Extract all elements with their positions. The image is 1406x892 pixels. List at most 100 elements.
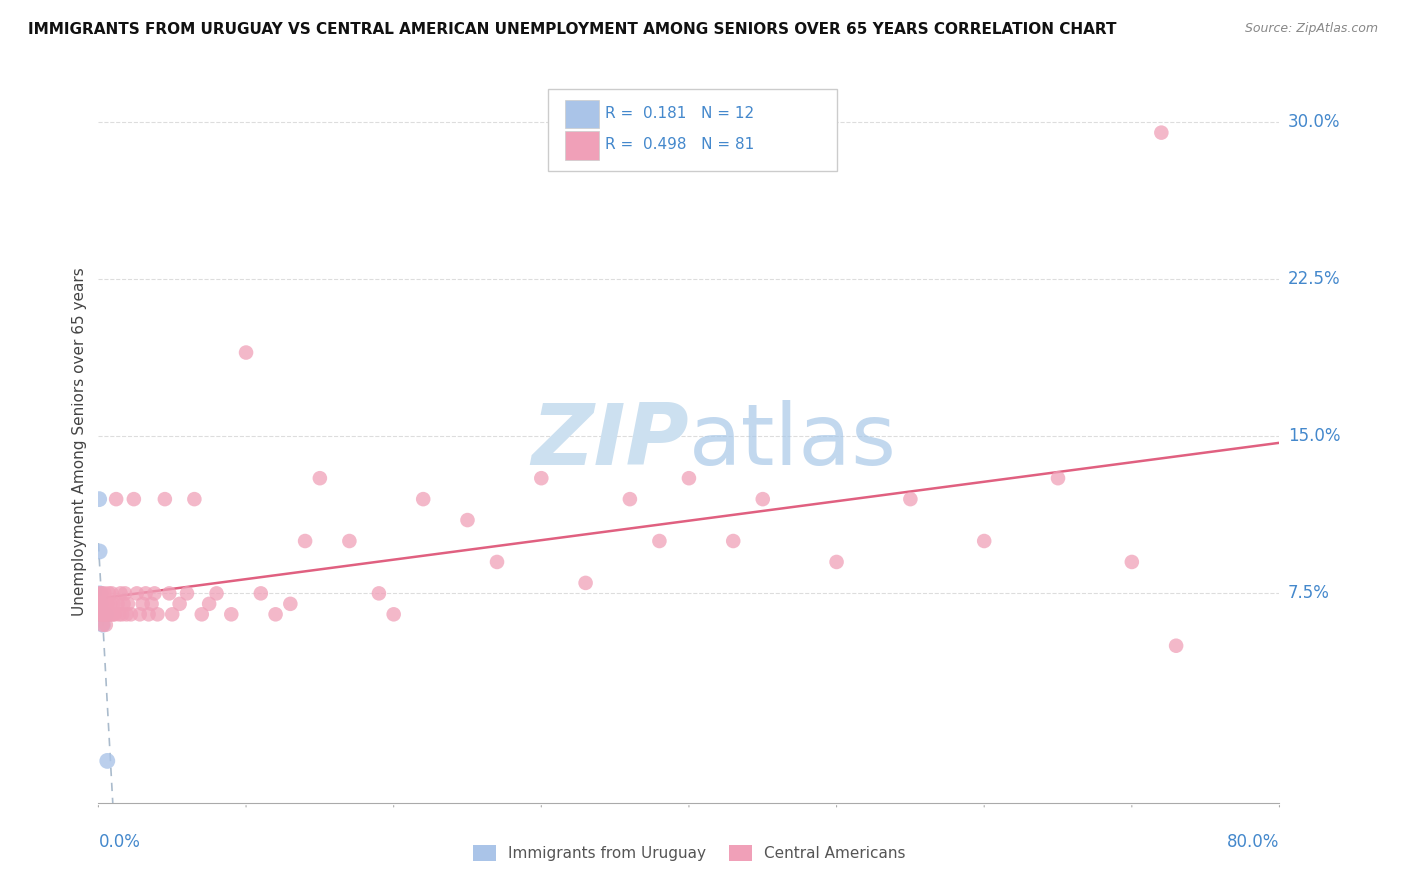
Point [191, 607, 214, 622]
Point [125, 586, 148, 600]
Point [382, 607, 405, 622]
Text: atlas: atlas [689, 400, 897, 483]
Point [117, 597, 139, 611]
Point [973, 534, 995, 549]
Point [648, 534, 671, 549]
Point [294, 534, 316, 549]
Text: 15.0%: 15.0% [1288, 427, 1340, 445]
Point [205, 586, 228, 600]
Text: R =  0.181   N = 12: R = 0.181 N = 12 [605, 106, 754, 120]
Point [108, 607, 131, 622]
Point [90, 597, 112, 611]
Point [900, 492, 922, 507]
Point [143, 586, 166, 600]
Point [91, 597, 114, 611]
Point [112, 597, 135, 611]
Point [250, 586, 273, 600]
Legend: Immigrants from Uruguay, Central Americans: Immigrants from Uruguay, Central America… [467, 839, 911, 867]
Point [153, 492, 176, 507]
Point [94, 607, 117, 622]
Point [114, 586, 136, 600]
Point [157, 586, 180, 600]
Point [105, 492, 128, 507]
Point [89, 586, 111, 600]
Point [122, 492, 145, 507]
Point [97, 586, 120, 600]
Point [169, 597, 191, 611]
Point [93, 607, 115, 622]
Point [100, 607, 122, 622]
Point [457, 513, 479, 527]
Point [89, 597, 111, 611]
Point [104, 607, 127, 622]
Point [198, 597, 221, 611]
Point [723, 534, 745, 549]
Point [1150, 126, 1173, 140]
Point [96, 754, 118, 768]
Point [90, 607, 112, 622]
Point [309, 471, 332, 485]
Point [1121, 555, 1143, 569]
Point [89, 607, 111, 622]
Text: ZIP: ZIP [531, 400, 689, 483]
Point [530, 471, 553, 485]
Point [678, 471, 700, 485]
Point [90, 607, 112, 622]
Point [146, 607, 169, 622]
Text: 22.5%: 22.5% [1288, 270, 1340, 288]
Point [752, 492, 775, 507]
Point [1046, 471, 1070, 485]
Point [111, 607, 134, 622]
Text: 0.0%: 0.0% [98, 833, 141, 851]
Point [128, 607, 150, 622]
Text: 80.0%: 80.0% [1227, 833, 1279, 851]
Point [91, 607, 114, 622]
Point [264, 607, 287, 622]
Point [339, 534, 361, 549]
Point [91, 617, 114, 632]
Point [93, 607, 115, 622]
Point [235, 345, 257, 359]
Point [94, 617, 117, 632]
Text: R =  0.498   N = 81: R = 0.498 N = 81 [605, 137, 754, 152]
Text: Source: ZipAtlas.com: Source: ZipAtlas.com [1244, 22, 1378, 36]
Point [89, 492, 111, 507]
Point [93, 597, 115, 611]
Point [575, 575, 598, 590]
Point [107, 597, 129, 611]
Point [103, 597, 125, 611]
Point [110, 586, 132, 600]
Point [141, 597, 163, 611]
Point [368, 586, 391, 600]
Point [98, 597, 121, 611]
Point [825, 555, 848, 569]
Point [93, 586, 115, 600]
Point [89, 607, 111, 622]
Text: 30.0%: 30.0% [1288, 113, 1340, 131]
Point [138, 607, 160, 622]
Point [98, 607, 121, 622]
Text: 7.5%: 7.5% [1288, 584, 1330, 602]
Point [89, 544, 111, 558]
Point [90, 586, 112, 600]
Point [91, 607, 114, 622]
Point [97, 607, 120, 622]
Point [412, 492, 434, 507]
Point [90, 597, 112, 611]
Point [115, 607, 138, 622]
Point [221, 607, 243, 622]
Point [1166, 639, 1188, 653]
Point [280, 597, 302, 611]
Point [162, 607, 183, 622]
Point [176, 586, 198, 600]
Point [103, 607, 125, 622]
Point [183, 492, 205, 507]
Point [89, 586, 111, 600]
Point [94, 607, 117, 622]
Y-axis label: Unemployment Among Seniors over 65 years: Unemployment Among Seniors over 65 years [72, 268, 87, 615]
Point [132, 597, 155, 611]
Point [100, 586, 122, 600]
Point [91, 617, 114, 632]
Point [96, 597, 118, 611]
Text: IMMIGRANTS FROM URUGUAY VS CENTRAL AMERICAN UNEMPLOYMENT AMONG SENIORS OVER 65 Y: IMMIGRANTS FROM URUGUAY VS CENTRAL AMERI… [28, 22, 1116, 37]
